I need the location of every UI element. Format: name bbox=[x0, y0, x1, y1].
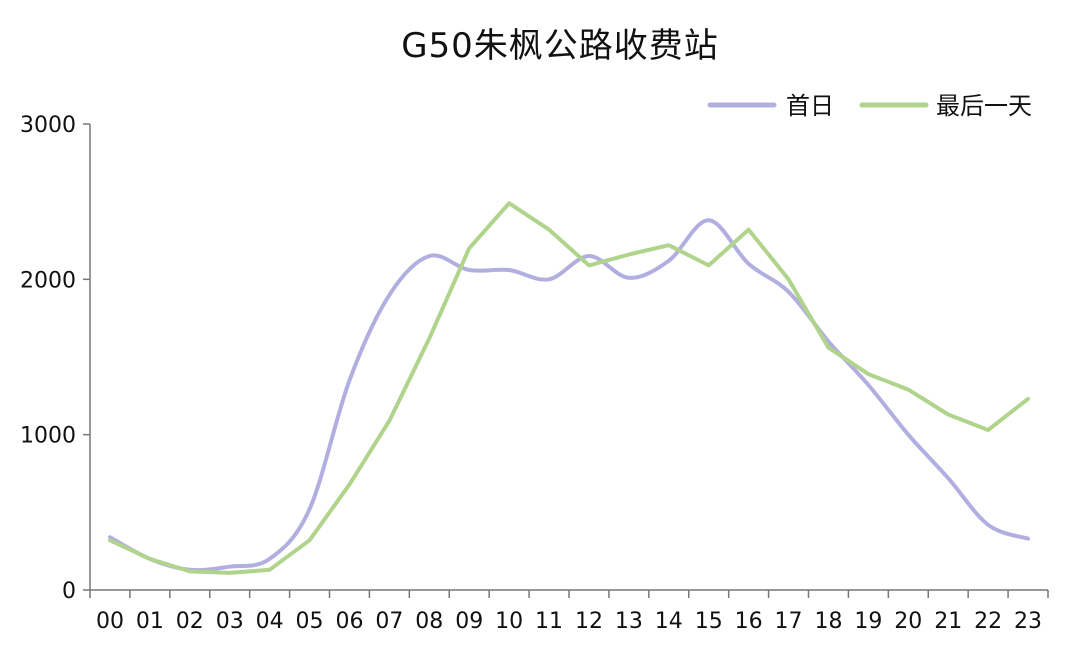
series-line-2 bbox=[108, 201, 1030, 575]
x-tick-label: 14 bbox=[655, 609, 683, 634]
y-tick-label: 3000 bbox=[20, 113, 76, 138]
legend-label-2: 最后一天 bbox=[936, 92, 1032, 120]
x-tick-label: 02 bbox=[176, 609, 204, 634]
x-tick-label: 19 bbox=[854, 609, 882, 634]
y-tick-label: 1000 bbox=[20, 424, 76, 449]
x-tick-label: 10 bbox=[495, 609, 523, 634]
x-tick-label: 05 bbox=[296, 609, 324, 634]
x-tick-label: 22 bbox=[974, 609, 1002, 634]
x-tick-label: 07 bbox=[375, 609, 403, 634]
series-line-1 bbox=[108, 218, 1030, 573]
x-tick-label: 00 bbox=[96, 609, 124, 634]
x-tick-label: 01 bbox=[136, 609, 164, 634]
x-tick-label: 21 bbox=[934, 609, 962, 634]
x-tick-label: 23 bbox=[1014, 609, 1042, 634]
legend-label-1: 首日 bbox=[786, 92, 834, 120]
y-tick-label: 0 bbox=[62, 579, 76, 604]
x-tick-label: 16 bbox=[735, 609, 763, 634]
x-tick-label: 20 bbox=[894, 609, 922, 634]
x-tick-label: 13 bbox=[615, 609, 643, 634]
x-tick-label: 18 bbox=[814, 609, 842, 634]
x-tick-label: 11 bbox=[535, 609, 563, 634]
x-tick-label: 03 bbox=[216, 609, 244, 634]
x-tick-label: 17 bbox=[775, 609, 803, 634]
x-tick-label: 15 bbox=[695, 609, 723, 634]
x-tick-label: 04 bbox=[256, 609, 284, 634]
y-tick-label: 2000 bbox=[20, 268, 76, 293]
chart-title: G50朱枫公路收费站 bbox=[401, 26, 719, 66]
x-tick-label: 08 bbox=[415, 609, 443, 634]
x-tick-label: 09 bbox=[455, 609, 483, 634]
x-tick-label: 12 bbox=[575, 609, 603, 634]
x-tick-label: 06 bbox=[335, 609, 363, 634]
